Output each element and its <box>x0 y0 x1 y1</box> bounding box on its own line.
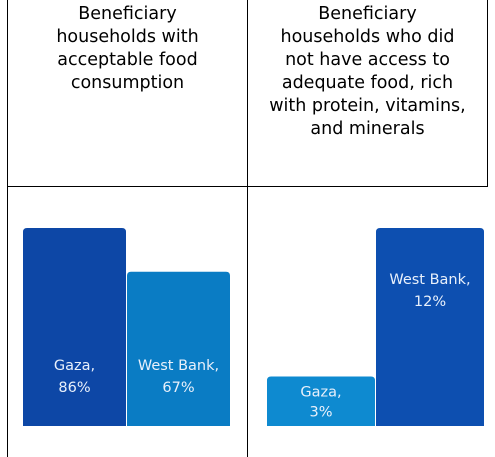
header-line: acceptable food <box>57 50 198 70</box>
header-line: Beneficiary <box>318 4 417 24</box>
header-line: Beneficiary <box>78 4 177 24</box>
header-line: adequate food, rich <box>281 73 454 93</box>
chart-acceptable-food: Gaza, 86% West Bank, 67% <box>23 228 230 426</box>
bar-gaza <box>23 228 126 426</box>
header-inadequate-food: Beneficiary households who did not have ac… <box>248 0 487 186</box>
table-divider-vertical <box>247 0 248 457</box>
table-border-left <box>7 0 8 457</box>
header-acceptable-food-text: Beneficiary households with acceptable foo… <box>56 3 198 95</box>
bar-west-bank <box>127 271 230 426</box>
header-acceptable-food: Beneficiary households with acceptable foo… <box>8 0 247 186</box>
header-line: not have access to <box>285 50 450 70</box>
header-line: consumption <box>70 73 185 93</box>
header-line: and minerals <box>310 119 425 139</box>
table-divider-horizontal <box>7 186 488 187</box>
header-inadequate-food-text: Beneficiary households who did not have ac… <box>269 3 466 141</box>
table-border-right <box>487 0 488 187</box>
header-line: with protein, vitamins, <box>269 96 466 116</box>
bar-label: West Bank, <box>138 358 219 374</box>
bar-label: 3% <box>309 405 332 421</box>
header-line: households with <box>56 27 199 47</box>
bar-west-bank <box>376 228 484 426</box>
bar-label: 67% <box>162 380 194 396</box>
bar-label: West Bank, <box>389 272 470 288</box>
header-line: households who did <box>280 27 455 47</box>
bar-label: Gaza, <box>300 385 341 401</box>
chart-inadequate-food: Gaza, 3% West Bank, 12% <box>267 228 484 426</box>
bar-label: Gaza, <box>54 358 95 374</box>
bar-gaza <box>267 376 375 426</box>
bar-label: 86% <box>58 380 90 396</box>
bar-label: 12% <box>414 294 446 310</box>
